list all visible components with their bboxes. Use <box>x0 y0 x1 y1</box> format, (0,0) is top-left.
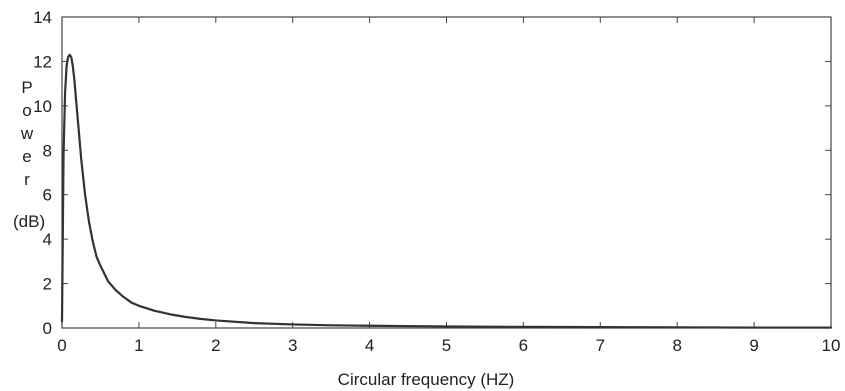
x-axis-title: Circular frequency (HZ) <box>338 370 515 389</box>
x-tick-label: 0 <box>57 336 66 355</box>
x-tick-labels: 0 1 2 3 4 5 6 7 8 9 10 <box>57 336 840 355</box>
y-axis-title-line: e <box>22 147 32 166</box>
y-axis-title-line: (dB) <box>13 212 46 231</box>
x-tick-label: 4 <box>365 336 374 355</box>
y-tick-label: 2 <box>43 275 52 294</box>
y-tick-label: 14 <box>33 8 52 27</box>
plot-frame <box>61 16 832 329</box>
x-tick-label: 3 <box>288 336 297 355</box>
y-axis-title-line: w <box>20 124 34 143</box>
y-tick-label: 4 <box>43 230 52 249</box>
axis-ticks <box>61 16 832 329</box>
series-line <box>60 53 833 329</box>
x-tick-label: 1 <box>134 336 143 355</box>
y-tick-label: 8 <box>43 141 52 160</box>
x-tick-label: 6 <box>519 336 528 355</box>
y-axis-title-line: o <box>22 101 32 120</box>
y-tick-label: 12 <box>33 52 52 71</box>
series-group <box>60 53 833 329</box>
y-axis-title-line: r <box>24 170 30 189</box>
y-tick-labels: 0 2 4 6 8 10 12 14 <box>33 8 52 338</box>
x-tick-label: 2 <box>211 336 220 355</box>
y-tick-label: 6 <box>43 186 52 205</box>
y-tick-label: 0 <box>43 319 52 338</box>
y-tick-label: 10 <box>33 97 52 116</box>
x-tick-label: 10 <box>822 336 841 355</box>
x-tick-label: 5 <box>442 336 451 355</box>
x-tick-label: 9 <box>749 336 758 355</box>
x-tick-label: 7 <box>596 336 605 355</box>
x-tick-label: 8 <box>672 336 681 355</box>
y-axis-title-line: P <box>21 78 33 97</box>
